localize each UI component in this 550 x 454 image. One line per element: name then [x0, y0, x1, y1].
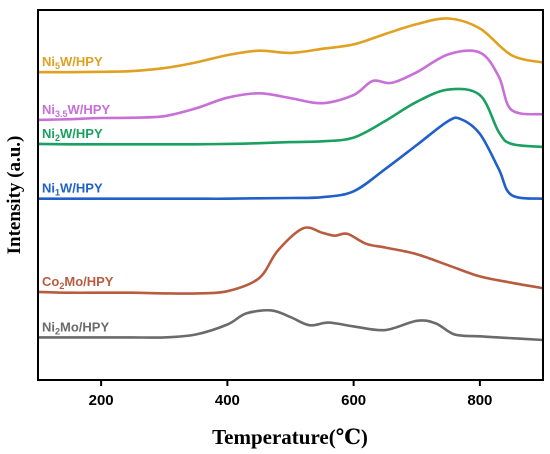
series-line-ni1w-hpy — [37, 116, 544, 201]
y-axis-title: Intensity (a.u.) — [4, 136, 25, 255]
series-line-ni2w-hpy — [37, 87, 544, 149]
series-label: Ni1W/HPY — [42, 181, 103, 198]
series-lines — [37, 17, 544, 342]
series-label: Ni3.5W/HPY — [42, 102, 110, 119]
series-line-ni3-5w-hpy — [37, 49, 544, 122]
x-tick-label: 400 — [215, 392, 240, 409]
x-tick-label: 800 — [467, 392, 492, 409]
x-axis-ticks: 200 400 600 800 — [89, 380, 492, 409]
series-label: Co2Mo/HPY — [42, 274, 114, 291]
x-tick-label: 200 — [89, 392, 114, 409]
series-labels: Ni5W/HPY Ni3.5W/HPY Ni2W/HPY Ni1W/HPY Co2Mo/… — [42, 54, 114, 336]
series-label: Ni5W/HPY — [42, 54, 103, 71]
series-line-co2mo-hpy — [37, 226, 544, 295]
series-line-ni2mo-hpy — [38, 308, 544, 342]
plot-frame — [37, 9, 544, 381]
x-tick-label: 600 — [341, 392, 366, 409]
series-label: Ni2W/HPY — [42, 126, 103, 143]
x-axis-title: Temperature(℃) — [212, 425, 368, 449]
series-label: Ni2Mo/HPY — [42, 319, 109, 336]
series-line-ni5w-hpy — [38, 17, 544, 74]
